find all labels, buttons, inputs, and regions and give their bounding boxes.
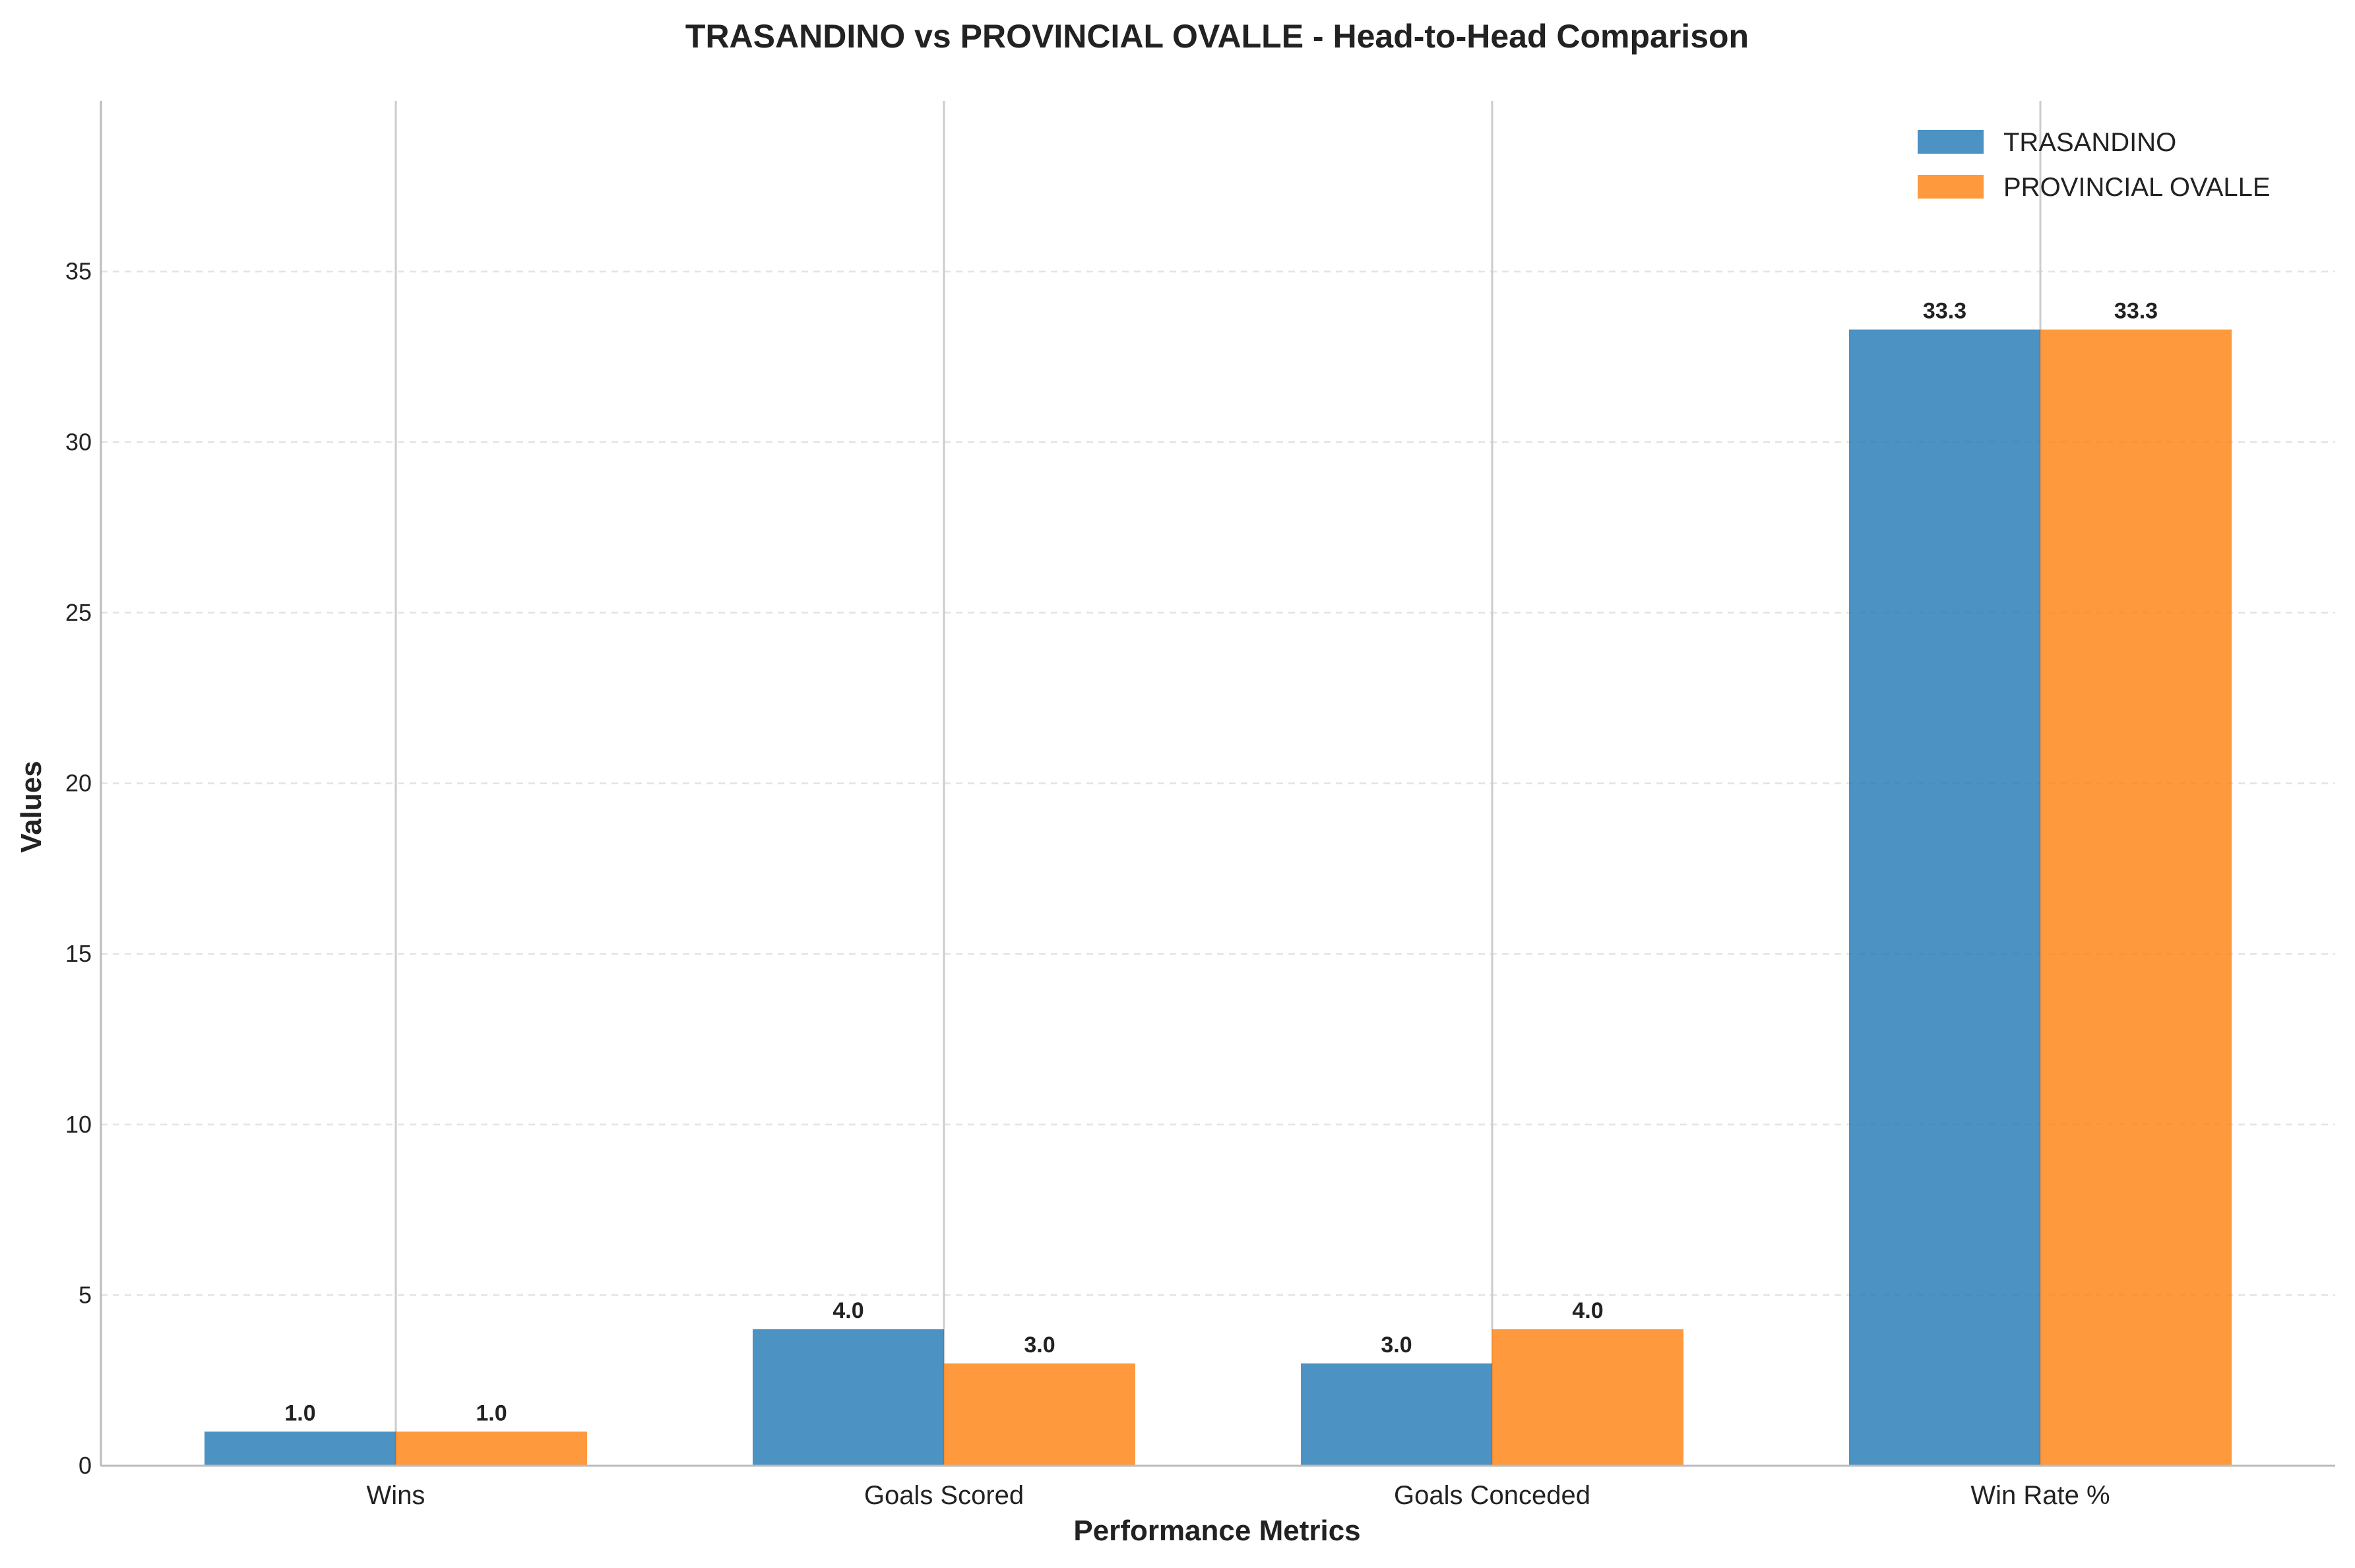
y-tick-label-35: 35 xyxy=(65,258,92,285)
bar-1-3 xyxy=(2040,329,2232,1466)
legend-swatch-0 xyxy=(1918,130,1984,154)
chart-title: TRASANDINO vs PROVINCIAL OVALLE - Head-t… xyxy=(685,18,1749,55)
bar-0-2 xyxy=(1301,1363,1492,1466)
legend: TRASANDINO PROVINCIAL OVALLE xyxy=(1918,128,2271,202)
y-tick-label-15: 15 xyxy=(65,940,92,967)
value-label-1-2: 4.0 xyxy=(1572,1298,1603,1323)
y-tick-label-20: 20 xyxy=(65,770,92,797)
bars-layer xyxy=(204,329,2232,1466)
x-axis-label: Performance Metrics xyxy=(1073,1515,1360,1547)
x-tick-label-2: Goals Conceded xyxy=(1394,1481,1590,1510)
y-tick-label-5: 5 xyxy=(78,1281,92,1308)
value-label-0-0: 1.0 xyxy=(284,1400,315,1426)
value-label-0-3: 33.3 xyxy=(1923,299,1966,324)
bar-1-0 xyxy=(396,1431,587,1466)
bar-1-2 xyxy=(1492,1329,1683,1466)
axes-layer xyxy=(100,101,2335,1467)
y-tick-label-0: 0 xyxy=(78,1452,92,1479)
legend-label-1: PROVINCIAL OVALLE xyxy=(2003,173,2271,202)
x-tick-label-1: Goals Scored xyxy=(864,1481,1024,1510)
x-tick-label-0: Wins xyxy=(367,1481,425,1510)
bar-0-1 xyxy=(753,1329,944,1466)
x-tick-label-3: Win Rate % xyxy=(1970,1481,2110,1510)
y-tick-label-30: 30 xyxy=(65,428,92,455)
grid-layer xyxy=(101,101,2335,1466)
value-label-1-0: 1.0 xyxy=(476,1400,507,1426)
labels-layer: 1.0 4.0 3.0 33.3 1.0 3.0 4.0 33.3 0 5 10 15 20 25 30 35… xyxy=(65,258,2158,1510)
legend-label-0: TRASANDINO xyxy=(2003,128,2176,157)
value-label-1-3: 33.3 xyxy=(2114,299,2158,324)
bar-0-3 xyxy=(1849,329,2040,1466)
bar-0-0 xyxy=(204,1431,396,1466)
y-tick-label-25: 25 xyxy=(65,599,92,626)
bar-1-1 xyxy=(944,1363,1135,1466)
value-label-0-2: 3.0 xyxy=(1381,1333,1412,1358)
y-axis-label: Values xyxy=(15,761,47,852)
value-label-0-1: 4.0 xyxy=(832,1298,864,1323)
y-tick-label-10: 10 xyxy=(65,1111,92,1138)
value-label-1-1: 3.0 xyxy=(1024,1333,1055,1358)
legend-swatch-1 xyxy=(1918,175,1984,199)
